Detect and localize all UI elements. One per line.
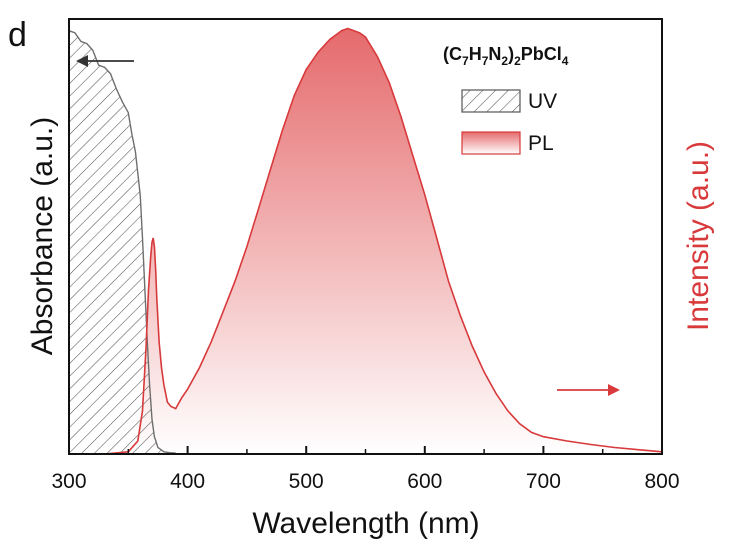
compound-formula: (C7H7N2)2PbCl4 bbox=[443, 44, 569, 68]
x-axis-title: Wavelength (nm) bbox=[252, 507, 479, 540]
legend: UV PL bbox=[461, 89, 557, 155]
x-tick-label: 400 bbox=[170, 470, 205, 493]
x-tick-label: 300 bbox=[51, 470, 86, 493]
panel-label: d bbox=[8, 16, 27, 54]
y-axis-left-title: Absorbance (a.u.) bbox=[26, 117, 59, 355]
uv-area bbox=[69, 30, 176, 454]
pl-line bbox=[69, 27, 663, 455]
x-tick-label: 500 bbox=[289, 470, 324, 493]
x-tick-label: 800 bbox=[644, 470, 679, 493]
y-axis-right-title: Intensity (a.u.) bbox=[682, 141, 715, 331]
legend-swatch-pl bbox=[461, 131, 521, 155]
legend-label-uv: UV bbox=[528, 90, 557, 113]
left-axis-arrow bbox=[76, 55, 134, 67]
legend-swatch-uv bbox=[461, 89, 521, 113]
x-tick-label: 600 bbox=[407, 470, 442, 493]
x-tick-label: 700 bbox=[526, 470, 561, 493]
uv-line bbox=[68, 29, 176, 454]
legend-label-pl: PL bbox=[528, 132, 554, 155]
right-axis-arrow bbox=[557, 384, 620, 396]
x-axis: 300 400 500 600 700 800 bbox=[51, 446, 680, 493]
plot-area bbox=[68, 27, 663, 455]
pl-area bbox=[69, 28, 662, 454]
